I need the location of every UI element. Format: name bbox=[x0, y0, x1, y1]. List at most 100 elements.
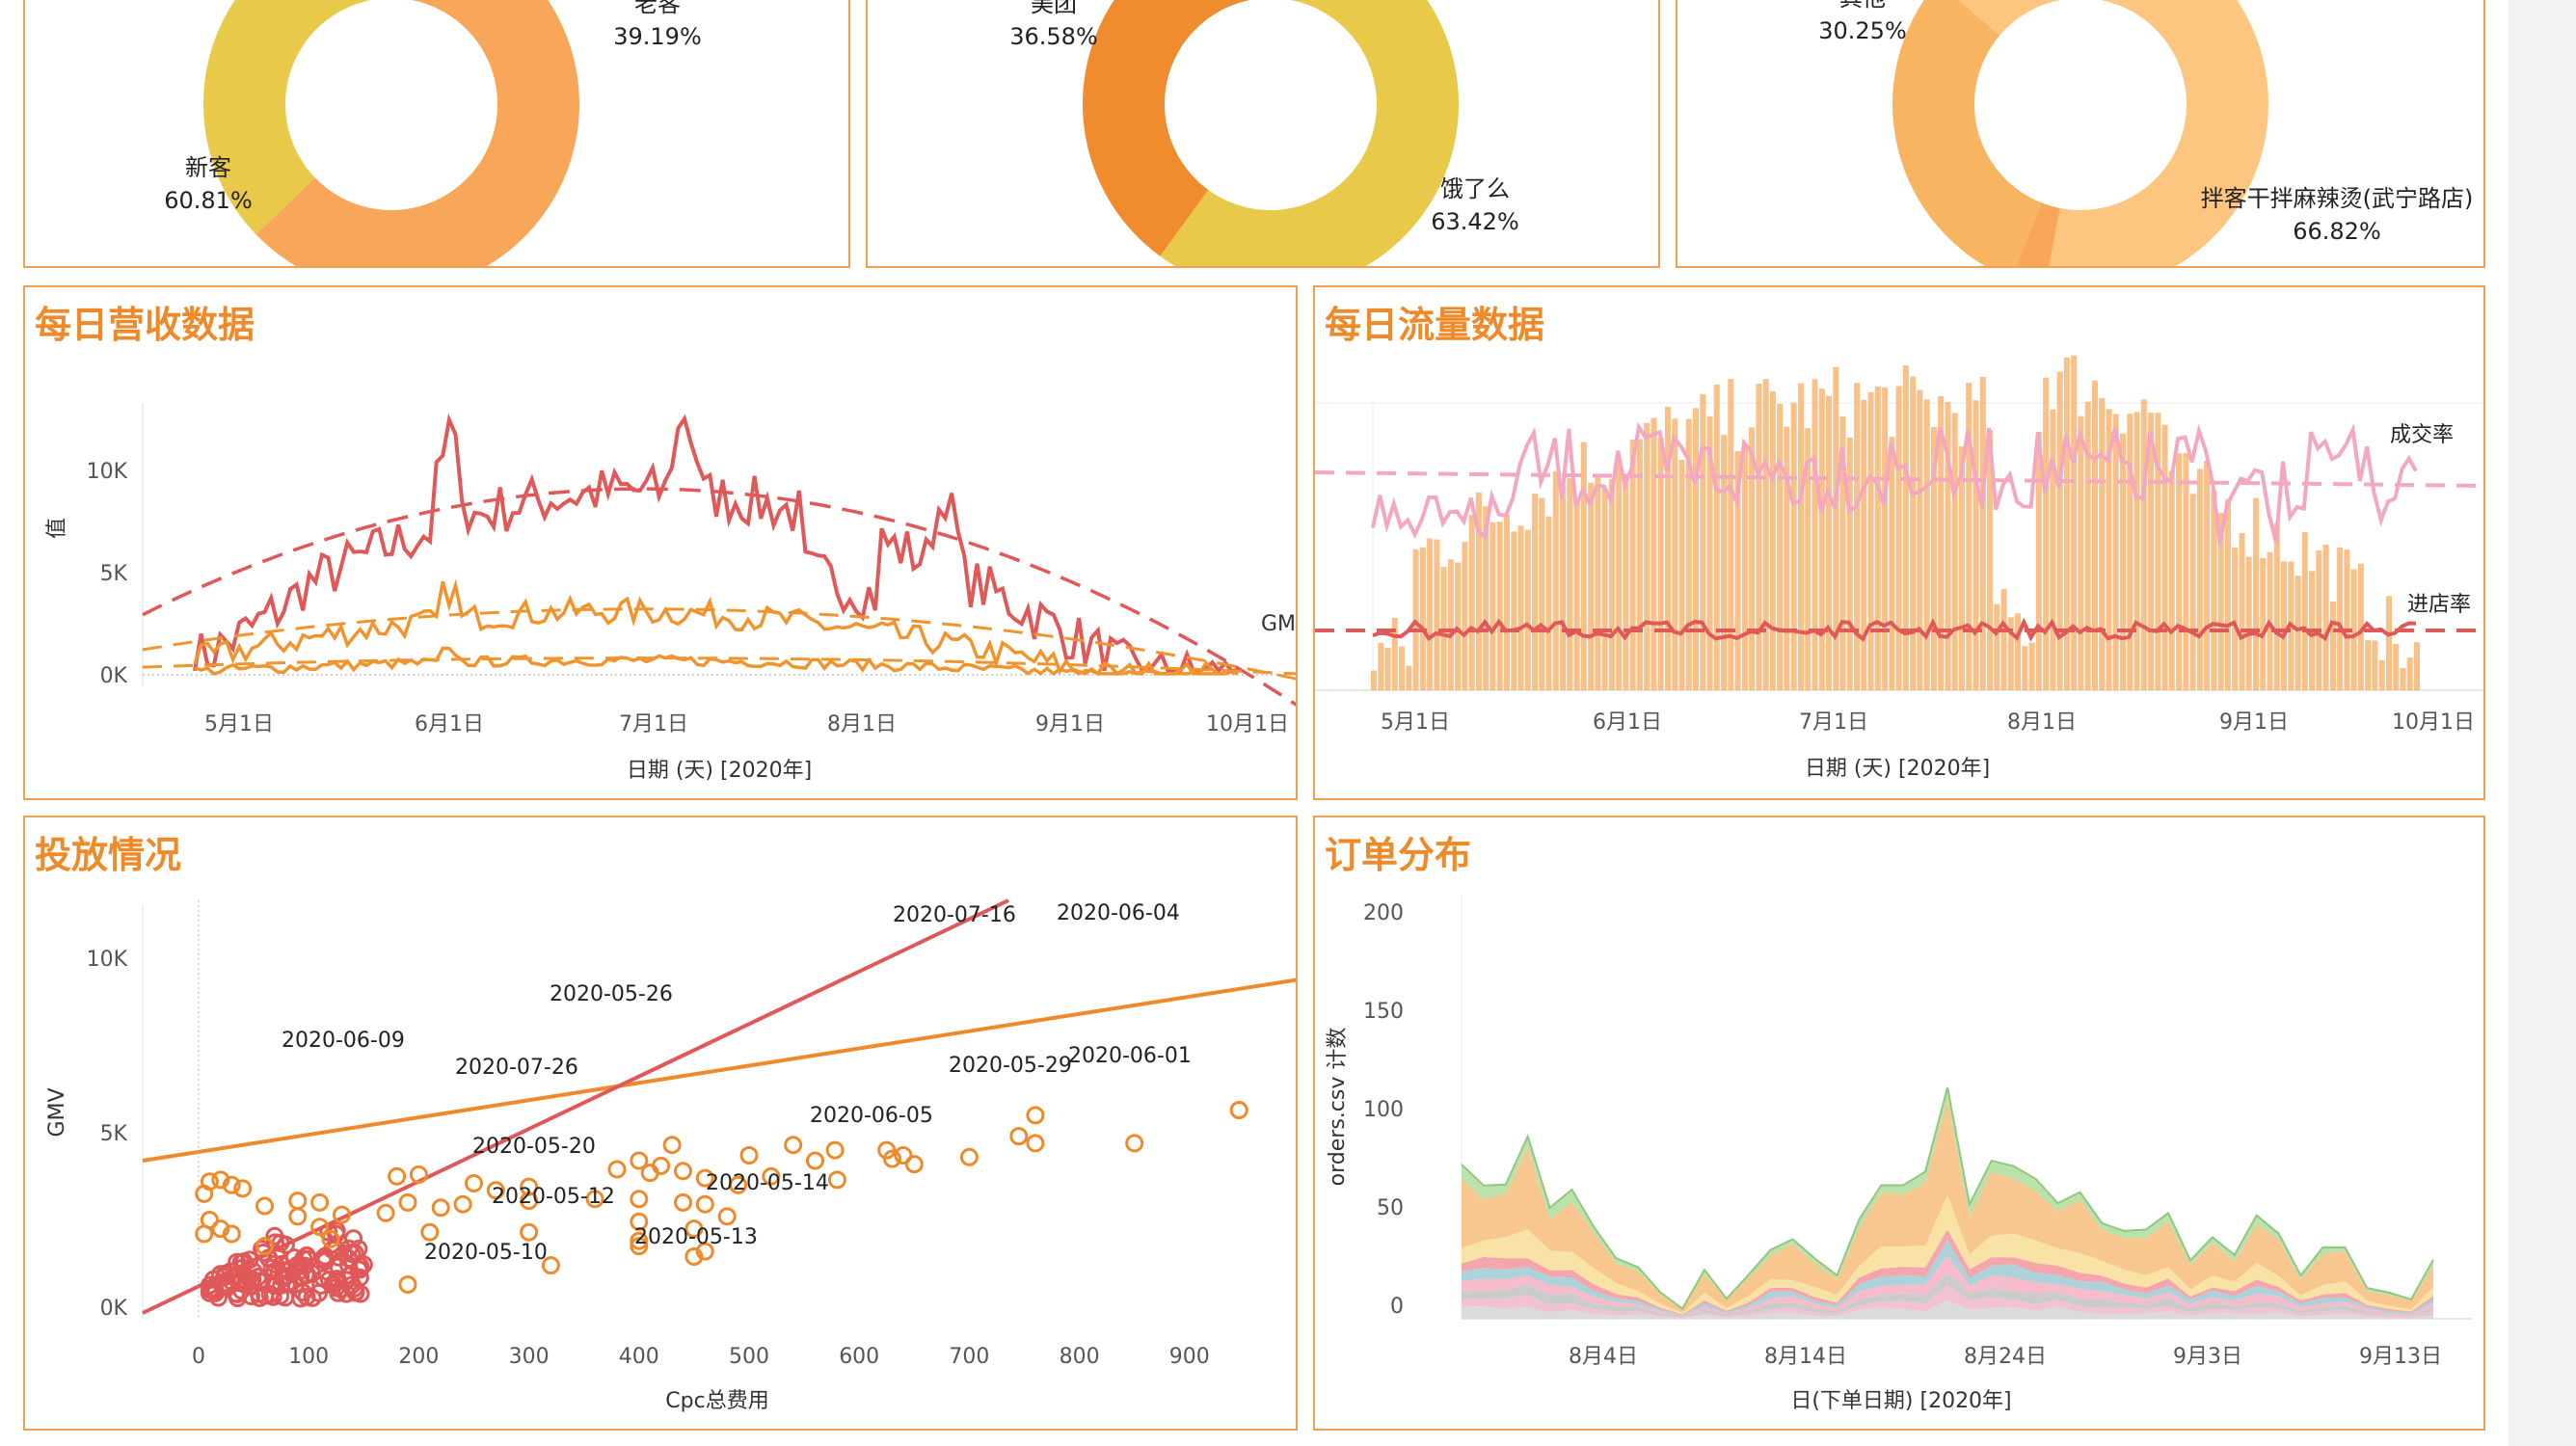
scatter-point bbox=[211, 1219, 230, 1239]
scatter-point bbox=[222, 1224, 241, 1244]
x-tick-label: 9月3日 bbox=[2173, 1345, 2242, 1369]
scatter-point bbox=[265, 1226, 284, 1245]
scatter-point bbox=[315, 1246, 335, 1266]
traffic-bar bbox=[2148, 413, 2155, 690]
scatter-point bbox=[684, 1247, 704, 1266]
scatter-point bbox=[827, 1170, 846, 1190]
traffic-bar bbox=[2000, 588, 2007, 690]
orders-area-layer bbox=[1462, 1272, 2433, 1318]
traffic-bar bbox=[2050, 409, 2056, 690]
traffic-bar bbox=[1966, 383, 1972, 690]
scatter-point bbox=[520, 1222, 539, 1242]
x-tick-label: 8月1日 bbox=[2007, 710, 2077, 735]
x-tick-label: 9月1日 bbox=[2219, 710, 2289, 735]
x-tick-label: 10月1日 bbox=[1206, 712, 1289, 736]
scatter-point bbox=[310, 1218, 330, 1237]
donut-pct: 60.81% bbox=[164, 187, 253, 214]
scatter-point bbox=[195, 1224, 214, 1244]
scatter-point bbox=[243, 1276, 262, 1296]
orders-area-layer bbox=[1462, 1255, 2433, 1317]
y-tick-label: 5K bbox=[100, 1122, 128, 1146]
traffic-bar bbox=[1951, 413, 1958, 690]
traffic-bar bbox=[1419, 547, 1426, 690]
scatter-point bbox=[674, 1162, 692, 1181]
x-axis-title: 日(下单日期) [2020年] bbox=[1790, 1389, 2011, 1413]
traffic-bar bbox=[1496, 522, 1503, 690]
traffic-bar bbox=[1945, 402, 1951, 690]
donut-label: 新客 bbox=[185, 154, 231, 181]
x-tick-label: 6月1日 bbox=[1593, 710, 1662, 735]
donut-slice bbox=[1083, 0, 1248, 256]
traffic-bar bbox=[2316, 550, 2322, 690]
traffic-bar bbox=[1650, 417, 1657, 690]
orders-area-layer bbox=[1462, 1284, 2433, 1319]
traffic-bar bbox=[1644, 422, 1650, 690]
traffic-bar bbox=[2224, 498, 2231, 690]
traffic-bar bbox=[2133, 412, 2140, 690]
traffic-bar bbox=[2084, 401, 2091, 690]
scatter-date-label: 2020-07-26 bbox=[455, 1056, 578, 1080]
traffic-bar bbox=[2253, 497, 2259, 690]
traffic-title: 每日流量数据 bbox=[1325, 304, 1545, 346]
traffic-bar bbox=[1818, 388, 1825, 690]
donut-pct: 36.58% bbox=[1009, 23, 1098, 50]
donut-pct: 66.82% bbox=[2293, 218, 2381, 245]
traffic-bar bbox=[1462, 542, 1468, 690]
traffic-bar bbox=[2007, 617, 2014, 690]
scatter-point bbox=[254, 1244, 273, 1262]
scatter-point bbox=[784, 1136, 803, 1155]
x-tick-label: 8月14日 bbox=[1764, 1345, 1847, 1369]
traffic-bar bbox=[1706, 415, 1713, 690]
traffic-bar bbox=[1902, 365, 1909, 690]
traffic-bar bbox=[2071, 355, 2078, 690]
donut-slice bbox=[1958, 0, 2268, 266]
traffic-bar bbox=[1665, 407, 1671, 690]
traffic-bar bbox=[1595, 477, 1601, 690]
traffic-bar bbox=[2372, 640, 2378, 690]
traffic-bar bbox=[2217, 512, 2224, 690]
traffic-bar bbox=[2155, 413, 2161, 690]
orders-chart: 0 50 100 150 200 8月4日 8月14日 8月24日 9月3日 9月13日日(下单日… bbox=[1326, 895, 2472, 1413]
x-tick-label: 0 bbox=[192, 1345, 205, 1369]
scatter-point bbox=[293, 1283, 312, 1302]
scatter-point bbox=[295, 1256, 314, 1275]
traffic-bar bbox=[2035, 432, 2042, 690]
traffic-bar bbox=[1979, 376, 1986, 690]
scatter-point bbox=[336, 1271, 356, 1290]
scatter-date-label: 2020-06-09 bbox=[282, 1029, 405, 1053]
y-axis-title: orders.csv 计数 bbox=[1326, 1028, 1350, 1187]
vertical-scrollbar[interactable] bbox=[2509, 0, 2576, 1446]
platform-panel: 美团 36.58% 饿了么 63.42% bbox=[866, 0, 1660, 268]
scatter-point bbox=[894, 1146, 913, 1165]
donut-slice bbox=[203, 0, 372, 235]
ads-chart: 0K 5K 10K 0 100 200 300 400 500 600 700 800 900 Cpc总费… bbox=[45, 898, 1296, 1413]
x-axis-title: 日期 (天) [2020年] bbox=[627, 759, 812, 783]
scatter-point bbox=[398, 1192, 417, 1212]
scatter-point bbox=[288, 1192, 308, 1211]
scatter-point bbox=[201, 1280, 220, 1299]
scatter-date-label: 2020-06-05 bbox=[810, 1104, 933, 1128]
scatter-point bbox=[321, 1229, 340, 1248]
scatter-point bbox=[1229, 1101, 1248, 1119]
scatter-point bbox=[222, 1175, 241, 1194]
scatter-point bbox=[236, 1275, 255, 1294]
traffic-bar bbox=[1545, 516, 1552, 690]
traffic-bar bbox=[2322, 544, 2329, 690]
traffic-bar bbox=[1784, 426, 1790, 690]
scatter-point bbox=[319, 1271, 338, 1290]
metric-line bbox=[193, 578, 1239, 677]
traffic-bar bbox=[2015, 613, 2022, 690]
traffic-bar bbox=[2028, 642, 2035, 690]
store-panel: 其他 30.25% 拌客干拌麻辣烫(武宁路店) 66.82% bbox=[1676, 0, 2485, 268]
traffic-bar bbox=[1762, 379, 1769, 690]
traffic-bar bbox=[2329, 601, 2336, 690]
x-axis-title: 日期 (天) [2020年] bbox=[1805, 757, 1990, 781]
y-tick-label: 0K bbox=[100, 1297, 128, 1321]
x-tick-label: 5月1日 bbox=[1381, 710, 1450, 735]
x-tick-label: 9月1日 bbox=[1035, 712, 1105, 736]
scatter-point bbox=[431, 1198, 450, 1218]
traffic-bar bbox=[1846, 437, 1853, 690]
traffic-bar bbox=[2022, 646, 2028, 690]
scatter-date-label: 2020-05-12 bbox=[492, 1185, 615, 1209]
scatter-point bbox=[630, 1231, 649, 1250]
